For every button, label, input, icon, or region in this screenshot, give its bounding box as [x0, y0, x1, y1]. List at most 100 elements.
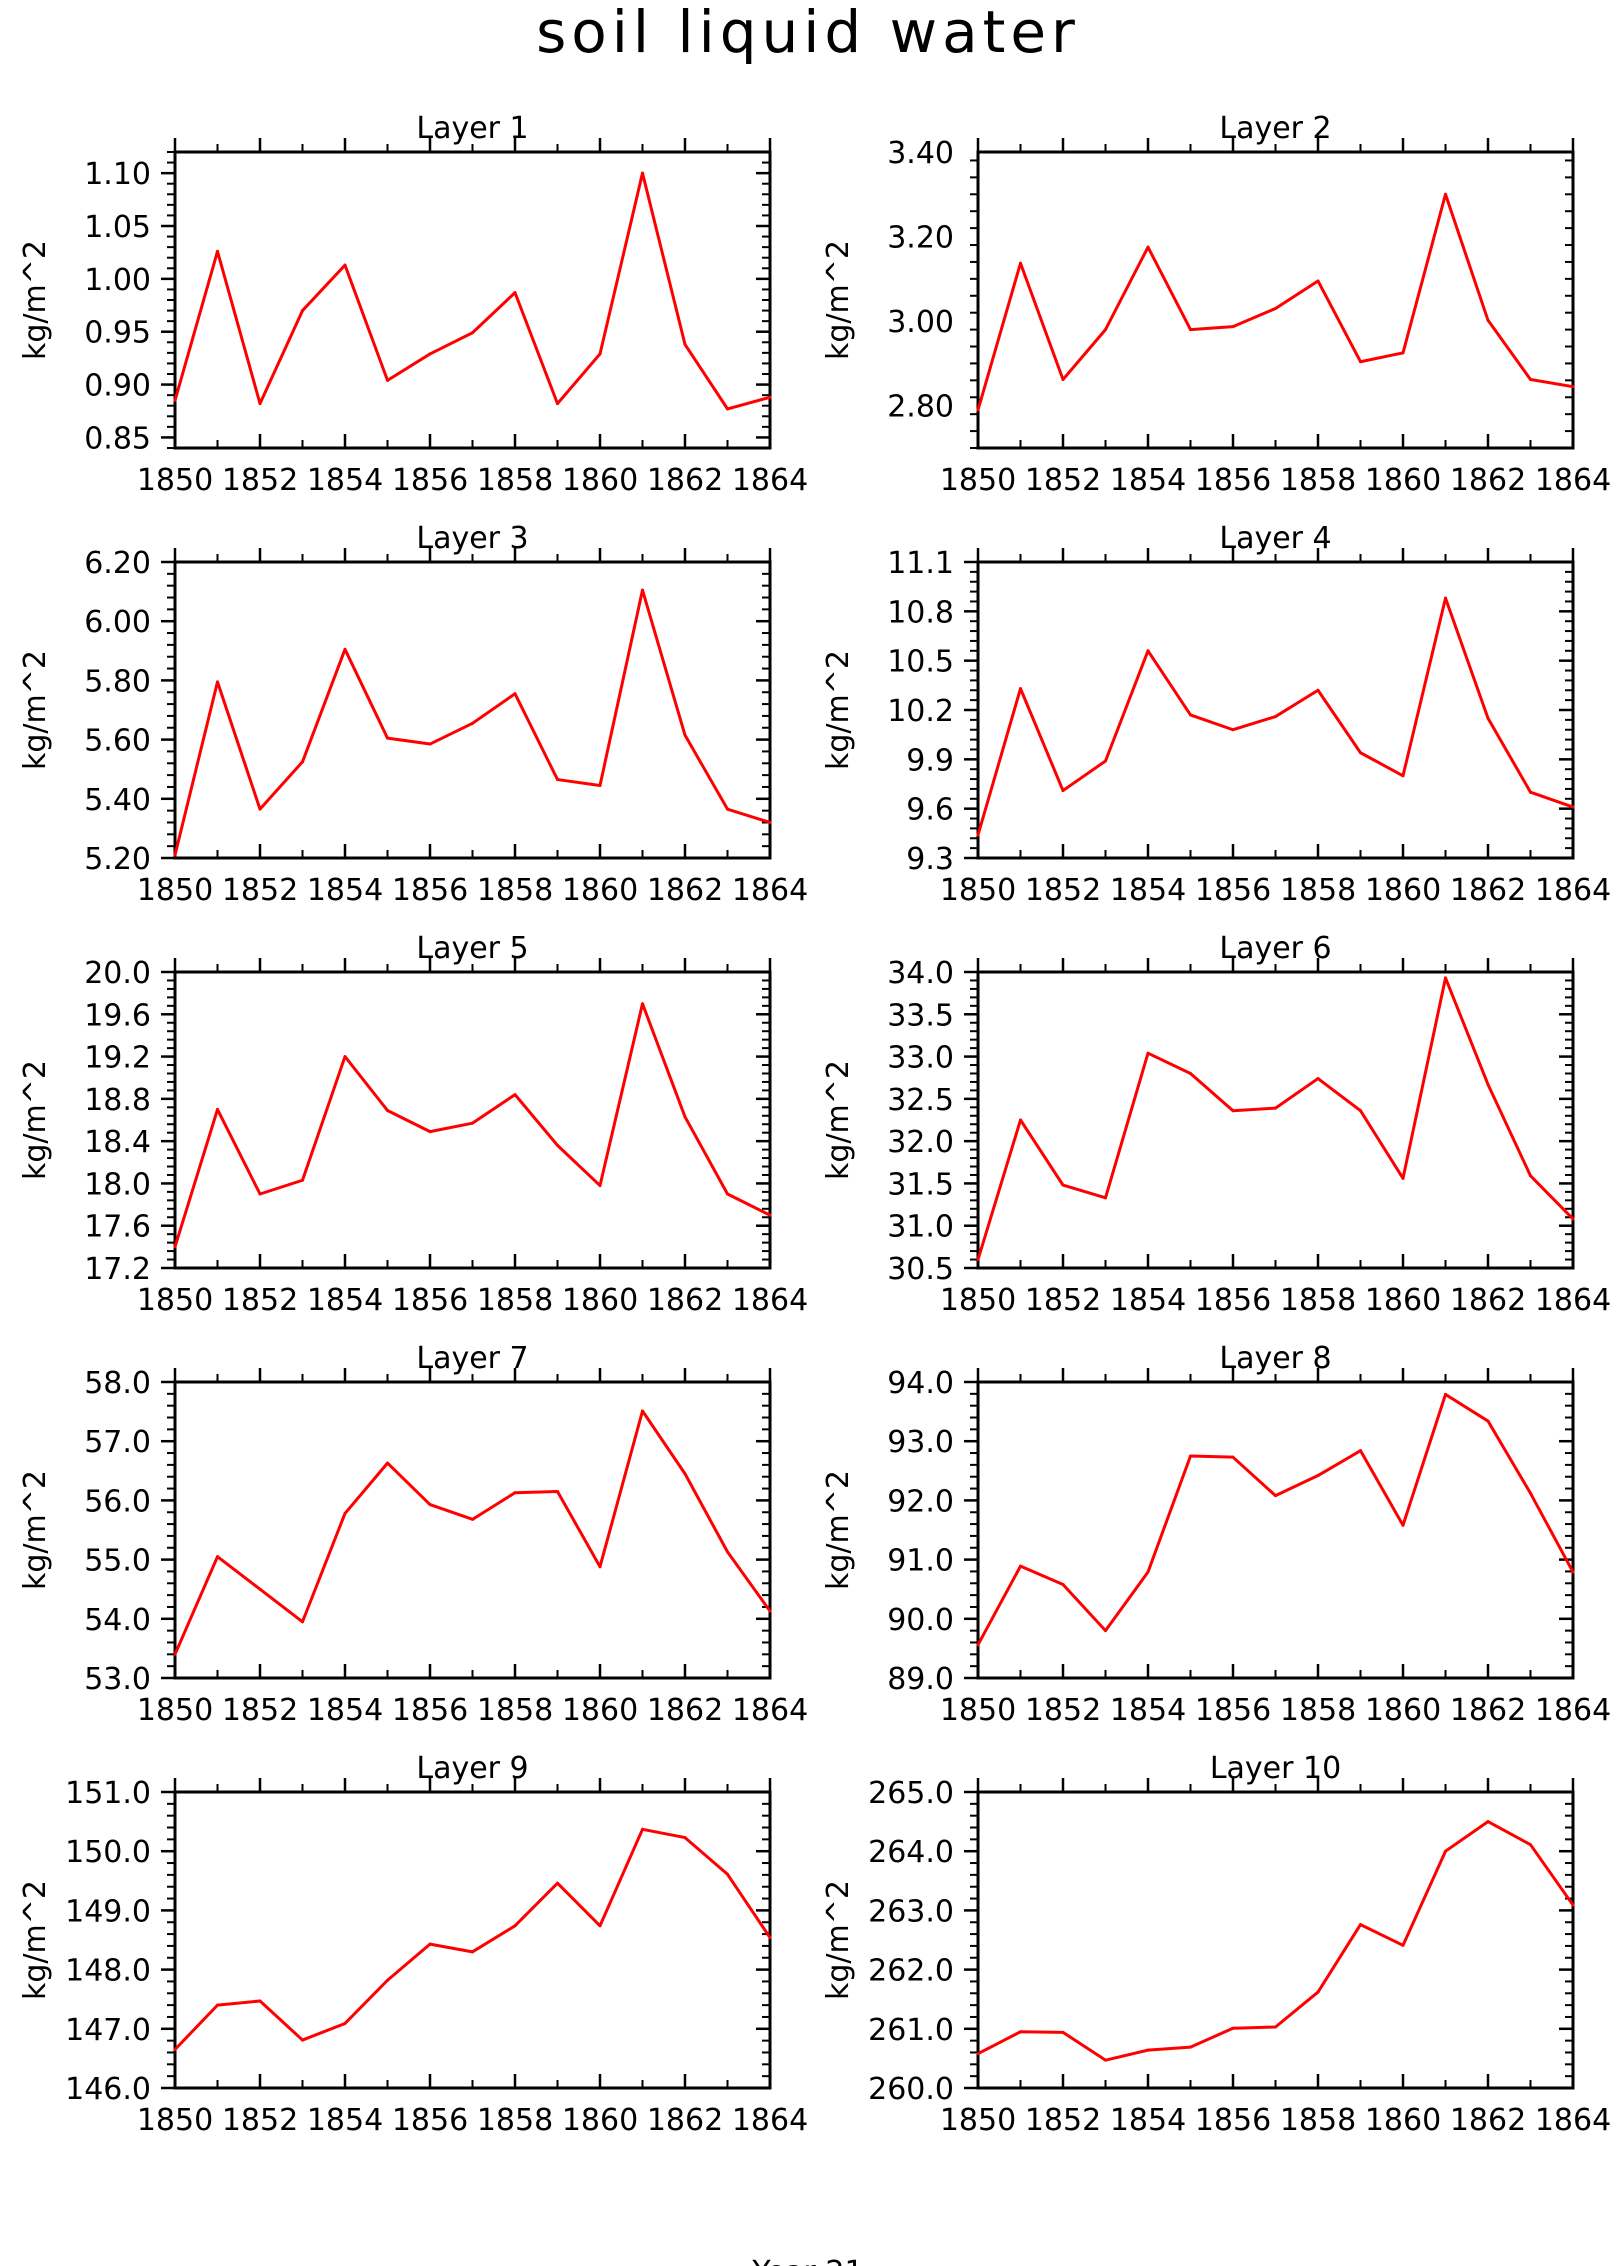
- data-point: [1274, 306, 1277, 310]
- data-point: [1444, 976, 1447, 980]
- data-point: [598, 1184, 602, 1188]
- data-point: [1104, 1196, 1107, 1200]
- data-point: [1529, 1174, 1532, 1178]
- y-tick-label: 261.0: [868, 2013, 954, 2048]
- data-point: [1189, 713, 1192, 717]
- data-point: [1486, 1419, 1490, 1423]
- data-point: [768, 395, 772, 399]
- data-point: [471, 331, 474, 335]
- x-tick-label: 1862: [647, 2103, 723, 2138]
- x-tick-label: 1856: [392, 2103, 468, 2138]
- x-tick-label: 1850: [137, 463, 213, 498]
- y-tick-label: 5.40: [84, 783, 151, 818]
- panel-title: Layer 5: [416, 931, 528, 966]
- y-tick-label: 149.0: [65, 1894, 151, 1929]
- data-point: [1104, 328, 1107, 332]
- y-tick-label: 56.0: [84, 1484, 151, 1519]
- x-tick-label: 1852: [222, 873, 298, 908]
- x-tick-label: 1862: [1450, 463, 1526, 498]
- data-point: [428, 742, 432, 746]
- data-point: [1529, 1491, 1532, 1495]
- data-point: [343, 1055, 347, 1059]
- data-point: [471, 721, 474, 725]
- data-point: [343, 1511, 347, 1515]
- data-point: [216, 2003, 219, 2007]
- data-point: [1529, 1843, 1532, 1847]
- data-point: [726, 1192, 729, 1196]
- data-point: [1316, 688, 1320, 692]
- data-point: [598, 1924, 602, 1928]
- plot-frame: [173, 150, 772, 450]
- panel-title: Layer 3: [416, 521, 528, 556]
- y-tick-label: 10.2: [887, 694, 954, 729]
- x-tick-label: 1864: [1535, 873, 1611, 908]
- x-tick-label: 1864: [732, 1283, 808, 1318]
- data-point: [1019, 1564, 1022, 1568]
- y-tick-label: 148.0: [65, 1954, 151, 1989]
- y-tick-label: 151.0: [65, 1776, 151, 1811]
- x-tick-label: 1852: [1025, 1283, 1101, 1318]
- data-point: [976, 1258, 980, 1262]
- y-axis-label: kg/m^2: [18, 240, 53, 360]
- y-tick-label: 1.05: [84, 210, 151, 245]
- y-tick-label: 150.0: [65, 1835, 151, 1870]
- y-tick-label: 57.0: [84, 1425, 151, 1460]
- y-tick-label: 262.0: [868, 1954, 954, 1989]
- data-point: [641, 171, 644, 175]
- x-tick-label: 1850: [137, 1693, 213, 1728]
- data-point: [386, 1461, 389, 1465]
- data-point: [258, 1587, 262, 1591]
- data-point: [216, 249, 219, 253]
- x-tick-label: 1862: [1450, 2103, 1526, 2138]
- data-point: [1571, 385, 1575, 389]
- x-tick-label: 1860: [1365, 463, 1441, 498]
- data-point: [1529, 790, 1532, 794]
- data-point: [1061, 1582, 1065, 1586]
- y-axis-label: kg/m^2: [18, 1470, 53, 1590]
- series-line: [173, 1002, 771, 1248]
- x-tick-label: 1852: [1025, 873, 1101, 908]
- y-tick-label: 1.10: [84, 157, 151, 192]
- x-tick-label: 1864: [1535, 2103, 1611, 2138]
- y-tick-label: 17.2: [84, 1252, 151, 1287]
- panel-title: Layer 4: [1219, 521, 1331, 556]
- data-point: [1571, 1570, 1575, 1574]
- y-tick-label: 10.8: [887, 595, 954, 630]
- x-tick-label: 1850: [137, 2103, 213, 2138]
- data-point: [301, 309, 304, 313]
- data-point: [1274, 715, 1277, 719]
- x-tick-label: 1864: [732, 2103, 808, 2138]
- x-tick-label: 1864: [1535, 463, 1611, 498]
- panel-title: Layer 6: [1219, 931, 1331, 966]
- data-point: [1019, 261, 1022, 265]
- x-tick-label: 1860: [1365, 1283, 1441, 1318]
- data-point: [1316, 1990, 1320, 1994]
- data-point: [726, 407, 729, 411]
- data-point: [768, 1213, 772, 1217]
- x-tick-label: 1858: [1280, 1693, 1356, 1728]
- y-axis-label: kg/m^2: [821, 1470, 856, 1590]
- x-tick-label: 1860: [1365, 873, 1441, 908]
- series-line: [173, 1409, 772, 1655]
- y-tick-label: 0.85: [84, 421, 151, 456]
- data-point: [768, 1609, 772, 1613]
- y-tick-label: 53.0: [84, 1662, 151, 1697]
- data-point: [556, 402, 559, 406]
- y-tick-label: 32.0: [887, 1125, 954, 1160]
- data-point: [1571, 1903, 1575, 1907]
- y-tick-label: 58.0: [84, 1366, 151, 1401]
- panel-1: Layer 1 1850 1852 1854 1856 1858 1860 1862 1864 0…: [18, 111, 808, 498]
- panel-3: Layer 3 1850 1852 1854 1856 1858 1860 1862 1864 5…: [18, 521, 808, 908]
- x-tick-label: 1850: [940, 2103, 1016, 2138]
- data-point: [513, 1491, 517, 1495]
- data-point: [343, 647, 347, 651]
- y-tick-label: 6.00: [84, 605, 151, 640]
- data-point: [1401, 1176, 1405, 1180]
- x-tick-label: 1852: [222, 463, 298, 498]
- data-point: [1104, 759, 1107, 763]
- x-tick-label: 1854: [1110, 463, 1186, 498]
- data-point: [173, 853, 177, 857]
- data-point: [1061, 377, 1065, 381]
- data-point: [1189, 1071, 1192, 1075]
- data-point: [1359, 751, 1362, 755]
